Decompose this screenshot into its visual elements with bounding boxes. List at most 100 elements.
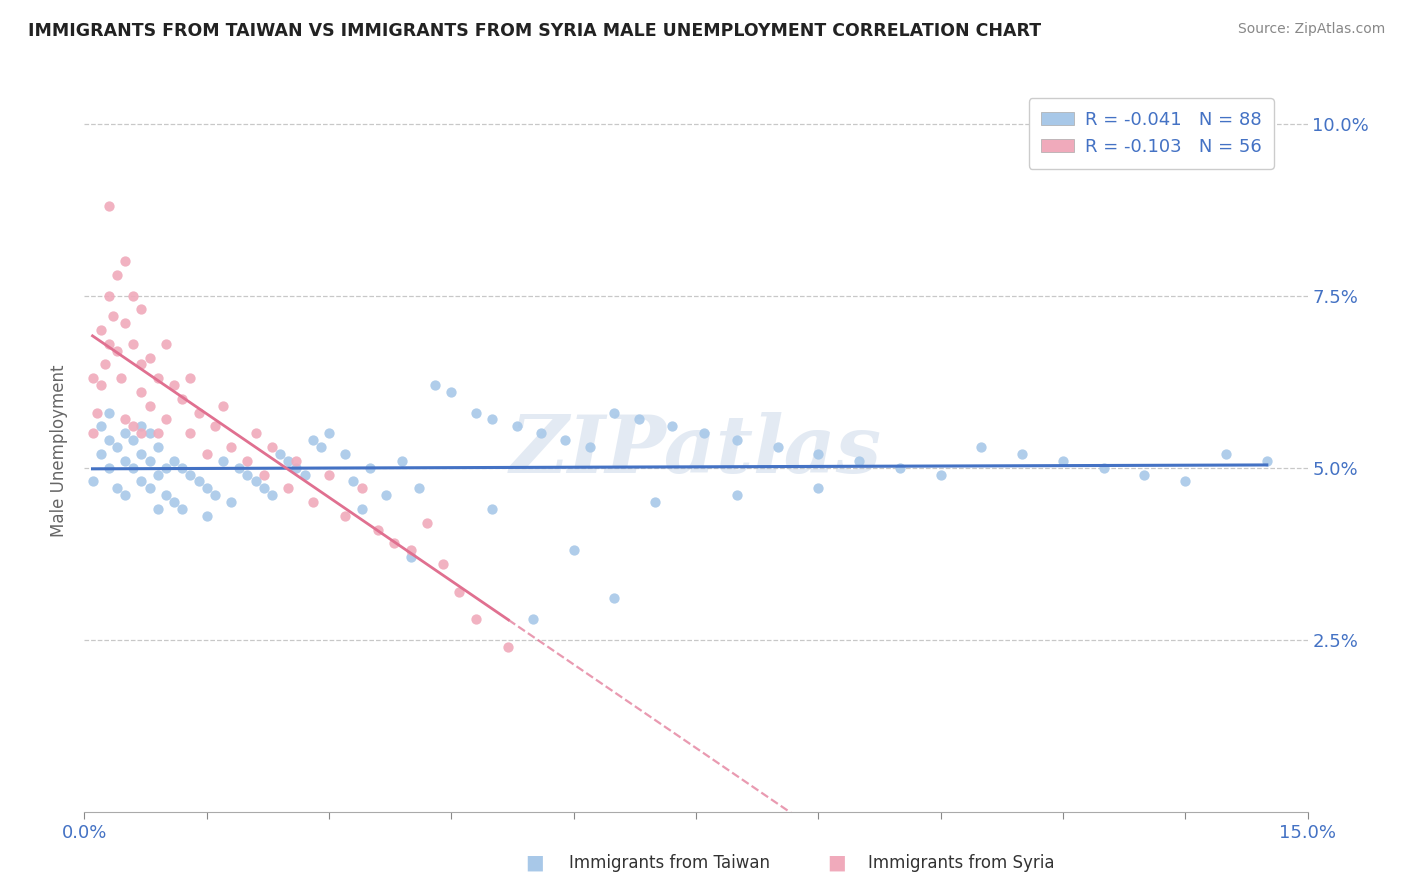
Point [807, 447, 830, 461]
Point [131, 358, 153, 372]
Point [219, 440, 242, 454]
Point [1215, 447, 1237, 461]
Point [301, 495, 323, 509]
Point [97, 288, 120, 302]
Point [114, 316, 136, 330]
Point [554, 433, 576, 447]
Point [114, 254, 136, 268]
Point [97, 406, 120, 420]
Point [644, 495, 666, 509]
Point [110, 371, 132, 385]
Point [807, 481, 830, 495]
Point [105, 268, 128, 282]
Point [970, 440, 993, 454]
Point [1011, 447, 1033, 461]
Point [179, 467, 201, 482]
Point [375, 488, 398, 502]
Point [245, 426, 267, 441]
Point [522, 612, 544, 626]
Point [179, 371, 201, 385]
Point [481, 412, 503, 426]
Point [1092, 460, 1115, 475]
Point [416, 516, 439, 530]
Point [1174, 475, 1197, 489]
Point [155, 460, 177, 475]
Point [172, 502, 194, 516]
Point [138, 351, 160, 365]
Point [131, 384, 153, 399]
Point [253, 467, 276, 482]
Point [399, 550, 422, 565]
Text: Immigrants from Taiwan: Immigrants from Taiwan [569, 855, 770, 872]
Point [90, 447, 112, 461]
Point [146, 371, 169, 385]
Point [245, 475, 267, 489]
Point [382, 536, 405, 550]
Point [163, 454, 186, 468]
Point [146, 502, 169, 516]
Point [285, 454, 308, 468]
Point [391, 454, 413, 468]
Point [155, 412, 177, 426]
Point [1256, 454, 1278, 468]
Point [766, 440, 789, 454]
Point [114, 426, 136, 441]
Point [146, 426, 169, 441]
Point [260, 440, 283, 454]
Point [481, 502, 503, 516]
Point [131, 302, 153, 317]
Point [105, 481, 128, 495]
Point [212, 454, 235, 468]
Point [122, 288, 145, 302]
Text: Immigrants from Syria: Immigrants from Syria [868, 855, 1054, 872]
Point [408, 481, 430, 495]
Point [236, 454, 259, 468]
Point [228, 460, 250, 475]
Point [131, 419, 153, 434]
Point [342, 475, 364, 489]
Point [195, 508, 218, 523]
Point [82, 371, 104, 385]
Point [693, 426, 716, 441]
Point [367, 523, 389, 537]
Point [90, 323, 112, 337]
Point [219, 495, 242, 509]
Point [350, 481, 373, 495]
Point [114, 412, 136, 426]
Point [318, 426, 340, 441]
Point [335, 447, 357, 461]
Point [335, 508, 357, 523]
Point [138, 426, 160, 441]
Point [285, 460, 308, 475]
Point [195, 447, 218, 461]
Point [101, 310, 124, 324]
Point [889, 460, 911, 475]
Point [301, 433, 323, 447]
Point [172, 460, 194, 475]
Point [105, 343, 128, 358]
Point [498, 640, 520, 654]
Point [122, 433, 145, 447]
Point [725, 433, 748, 447]
Point [97, 433, 120, 447]
Point [432, 557, 454, 571]
Point [90, 419, 112, 434]
Point [294, 467, 316, 482]
Point [138, 399, 160, 413]
Point [131, 475, 153, 489]
Text: ▪: ▪ [524, 849, 544, 878]
Point [146, 467, 169, 482]
Point [122, 336, 145, 351]
Legend: R = -0.041   N = 88, R = -0.103   N = 56: R = -0.041 N = 88, R = -0.103 N = 56 [1029, 98, 1274, 169]
Point [172, 392, 194, 406]
Point [253, 481, 276, 495]
Point [1052, 454, 1074, 468]
Point [204, 419, 226, 434]
Point [97, 336, 120, 351]
Y-axis label: Male Unemployment: Male Unemployment [51, 364, 69, 537]
Point [93, 358, 115, 372]
Point [505, 419, 527, 434]
Text: Source: ZipAtlas.com: Source: ZipAtlas.com [1237, 22, 1385, 37]
Point [277, 454, 299, 468]
Point [603, 591, 626, 606]
